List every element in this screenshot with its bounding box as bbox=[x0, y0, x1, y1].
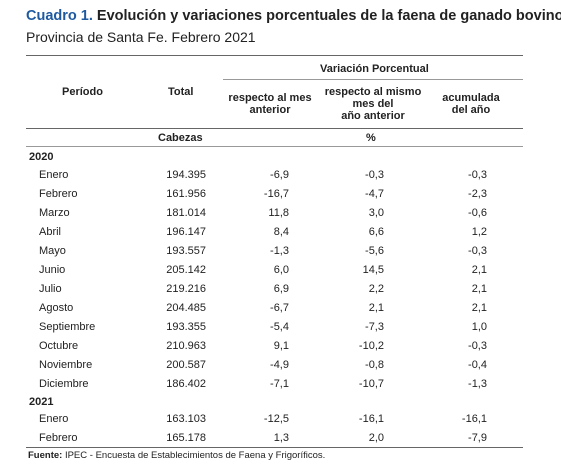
cell-mismo-mes: -0,8 bbox=[365, 359, 384, 371]
cell-total: 196.147 bbox=[166, 226, 206, 238]
cell-period: Octubre bbox=[39, 340, 79, 352]
cell-total: 193.557 bbox=[166, 245, 206, 257]
cell-period: Julio bbox=[39, 283, 62, 295]
cell-mismo-mes: -10,7 bbox=[358, 378, 384, 390]
cell-mes-anterior: 8,4 bbox=[273, 226, 289, 238]
cell-total: 219.216 bbox=[166, 283, 206, 295]
cell-period: Diciembre bbox=[39, 378, 89, 390]
cell-total: 204.485 bbox=[166, 302, 206, 314]
cell-mes-anterior: -12,5 bbox=[263, 413, 289, 425]
source-label: Fuente: bbox=[28, 450, 63, 461]
unit-total: Cabezas bbox=[158, 132, 203, 144]
cell-mismo-mes: 3,0 bbox=[368, 207, 384, 219]
header-accum: acumulada del año bbox=[442, 92, 500, 116]
cell-acumulada: -0,3 bbox=[468, 245, 487, 257]
cell-acumulada: 1,2 bbox=[471, 226, 487, 238]
cell-period: Septiembre bbox=[39, 321, 96, 333]
cell-acumulada: -16,1 bbox=[461, 413, 487, 425]
cell-mismo-mes: -7,3 bbox=[365, 321, 384, 333]
cell-total: 161.956 bbox=[166, 188, 206, 200]
cell-acumulada: 2,1 bbox=[471, 283, 487, 295]
cell-mes-anterior: -6,9 bbox=[270, 169, 289, 181]
cell-acumulada: 2,1 bbox=[471, 302, 487, 314]
cell-mismo-mes: -16,1 bbox=[358, 413, 384, 425]
group-rule bbox=[223, 79, 523, 80]
cell-mes-anterior: 1,3 bbox=[273, 432, 289, 444]
cell-period: Agosto bbox=[39, 302, 74, 314]
header-total: Total bbox=[168, 86, 194, 98]
cell-acumulada: -1,3 bbox=[468, 378, 487, 390]
cell-period: Marzo bbox=[39, 207, 70, 219]
cell-total: 181.014 bbox=[166, 207, 206, 219]
table-number: Cuadro 1. bbox=[26, 8, 93, 24]
cell-total: 194.395 bbox=[166, 169, 206, 181]
source-note: Fuente: IPEC - Encuesta de Establecimien… bbox=[28, 450, 325, 461]
source-text: IPEC - Encuesta de Establecimientos de F… bbox=[64, 450, 326, 461]
cell-total: 200.587 bbox=[166, 359, 206, 371]
cell-total: 210.963 bbox=[166, 340, 206, 352]
cell-period: Abril bbox=[39, 226, 62, 238]
cell-mismo-mes: 6,6 bbox=[368, 226, 384, 238]
header-same-month: respecto al mismo mes del año anterior bbox=[324, 86, 422, 122]
cell-acumulada: -7,9 bbox=[468, 432, 487, 444]
cell-period: Febrero bbox=[39, 188, 78, 200]
table-title: Cuadro 1. Evolución y variaciones porcen… bbox=[26, 8, 561, 24]
cell-mes-anterior: -6,7 bbox=[270, 302, 289, 314]
header-period: Período bbox=[62, 86, 103, 98]
year-label: 2020 bbox=[29, 151, 54, 163]
cell-acumulada: 1,0 bbox=[471, 321, 487, 333]
table-title-text: Evolución y variaciones porcentuales de … bbox=[96, 8, 561, 24]
cell-total: 205.142 bbox=[166, 264, 206, 276]
cell-mes-anterior: -4,9 bbox=[270, 359, 289, 371]
cell-total: 163.103 bbox=[166, 413, 206, 425]
cell-acumulada: -0,3 bbox=[468, 169, 487, 181]
header-rule bbox=[26, 128, 523, 129]
cell-mes-anterior: 11,8 bbox=[268, 207, 289, 219]
cell-mes-anterior: 9,1 bbox=[273, 340, 289, 352]
cell-mismo-mes: 2,1 bbox=[368, 302, 384, 314]
cell-mismo-mes: -0,3 bbox=[365, 169, 384, 181]
cell-mismo-mes: 2,0 bbox=[368, 432, 384, 444]
cell-total: 165.178 bbox=[166, 432, 206, 444]
table-subtitle: Provincia de Santa Fe. Febrero 2021 bbox=[26, 29, 256, 45]
cell-mismo-mes: -4,7 bbox=[365, 188, 384, 200]
top-rule bbox=[26, 55, 523, 56]
cell-mismo-mes: 14,5 bbox=[362, 264, 384, 276]
cell-period: Enero bbox=[39, 413, 69, 425]
cell-total: 186.402 bbox=[166, 378, 206, 390]
cell-acumulada: 2,1 bbox=[471, 264, 487, 276]
cell-period: Febrero bbox=[39, 432, 78, 444]
cell-period: Enero bbox=[39, 169, 69, 181]
cell-mes-anterior: 6,9 bbox=[273, 283, 289, 295]
cell-period: Mayo bbox=[39, 245, 66, 257]
cell-mismo-mes: -5,6 bbox=[365, 245, 384, 257]
header-variation-group: Variación Porcentual bbox=[320, 63, 429, 75]
cell-mes-anterior: 6,0 bbox=[273, 264, 289, 276]
cell-mes-anterior: -5,4 bbox=[270, 321, 289, 333]
cell-total: 193.355 bbox=[166, 321, 206, 333]
unit-rule bbox=[26, 146, 523, 147]
cell-mismo-mes: 2,2 bbox=[368, 283, 384, 295]
cell-acumulada: -0,6 bbox=[468, 207, 487, 219]
cell-mes-anterior: -7,1 bbox=[270, 378, 289, 390]
cell-mismo-mes: -10,2 bbox=[358, 340, 384, 352]
cell-acumulada: -0,3 bbox=[468, 340, 487, 352]
cell-mes-anterior: -1,3 bbox=[270, 245, 289, 257]
cell-acumulada: -2,3 bbox=[468, 188, 487, 200]
header-prev-month: respecto al mes anterior bbox=[228, 92, 312, 116]
cell-mes-anterior: -16,7 bbox=[263, 188, 289, 200]
cell-period: Noviembre bbox=[39, 359, 93, 371]
year-label: 2021 bbox=[29, 396, 54, 408]
cell-period: Junio bbox=[39, 264, 66, 276]
bottom-rule bbox=[26, 447, 523, 448]
unit-pct: % bbox=[366, 132, 376, 144]
cell-acumulada: -0,4 bbox=[468, 359, 487, 371]
